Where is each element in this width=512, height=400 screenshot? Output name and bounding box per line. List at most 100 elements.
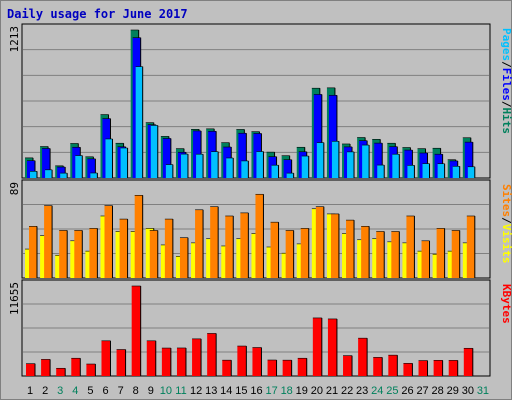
x-tick-label-day-7: 7: [118, 385, 124, 397]
sites-bar-day-11-fill: [179, 237, 188, 278]
kbytes-bar-day-27: [418, 360, 429, 376]
sites-bar-day-28-fill: [436, 228, 445, 278]
pages-bar-day-22: [347, 151, 355, 178]
kbytes-bar-day-6: [101, 340, 111, 376]
x-tick-label-day-13: 13: [205, 385, 217, 397]
sites-bar-day-20-fill: [315, 206, 324, 278]
sites-bar-day-21: [330, 213, 340, 278]
pages-bar-day-23: [362, 144, 370, 178]
files-bar-day-3-fill: [57, 167, 66, 178]
pages-bar-day-6-fill: [105, 138, 113, 178]
files-bar-day-20-fill: [313, 94, 322, 178]
pages-bar-day-1: [30, 170, 38, 178]
files-bar-day-5-fill: [87, 158, 96, 178]
x-tick-label-day-10: 10: [160, 385, 172, 397]
x-tick-label-day-30: 30: [462, 385, 474, 397]
sites-bar-day-13: [210, 206, 219, 278]
sites-bar-day-28: [436, 228, 446, 278]
kbytes-bar-day-16-fill: [252, 347, 262, 376]
kbytes-bar-day-21: [327, 318, 338, 376]
kbytes-bar-day-3-fill: [56, 368, 66, 376]
x-tick-label-day-22: 22: [341, 385, 353, 397]
files-bar-day-21-fill: [328, 95, 337, 178]
files-bar-day-18-fill: [283, 159, 292, 178]
sites-bar-day-25-fill: [391, 231, 400, 278]
pages-bar-day-16: [256, 151, 264, 178]
kbytes-bar-day-16: [252, 347, 262, 376]
sites-bar-day-29: [451, 230, 461, 278]
pages-bar-day-3: [60, 172, 68, 178]
sites-bar-day-17: [270, 221, 280, 278]
kbytes-bar-day-13-fill: [207, 333, 217, 376]
sites-bar-day-22-fill: [346, 220, 355, 278]
pages-bar-day-18-fill: [286, 173, 294, 178]
sites-bar-day-4-fill: [74, 230, 83, 278]
files-bar-day-15-fill: [238, 133, 247, 178]
x-tick-label-day-9: 9: [148, 385, 154, 397]
sites-bar-day-15-fill: [240, 212, 249, 278]
x-tick-label-day-25: 25: [386, 385, 398, 397]
kbytes-bar-day-20-fill: [312, 317, 322, 376]
pages-bar-day-22-fill: [347, 151, 355, 178]
sites-bar-day-5: [89, 228, 98, 278]
kbytes-bar-day-14-fill: [222, 360, 232, 376]
pages-bar-day-19: [301, 155, 310, 178]
x-tick-label-day-27: 27: [416, 385, 428, 397]
pages-bar-day-29-fill: [452, 166, 460, 178]
x-tick-label-day-29: 29: [447, 385, 459, 397]
kbytes-bar-day-20: [312, 317, 323, 376]
legend-kbytes: KBytes: [500, 284, 512, 324]
legend-part-2: /: [500, 217, 512, 224]
kbytes-bar-day-9: [146, 340, 157, 376]
kbytes-bar-day-28: [433, 360, 444, 376]
pages-bar-day-11-fill: [180, 154, 188, 178]
kbytes-bar-day-2-fill: [41, 359, 51, 376]
legend-part-1: Pages: [500, 28, 512, 61]
pages-bar-day-7: [120, 147, 129, 178]
pages-bar-day-3-fill: [60, 173, 68, 178]
pages-bar-day-16-fill: [256, 151, 264, 178]
pages-bar-day-10: [165, 164, 174, 178]
legend-part-3: Files: [500, 68, 512, 101]
pages-bar-day-29: [452, 165, 461, 178]
x-tick-label-day-15: 15: [235, 385, 247, 397]
kbytes-bar-day-26-fill: [403, 363, 413, 376]
pages-bar-day-30: [467, 166, 476, 178]
sites-bar-day-23: [361, 226, 370, 278]
kbytes-bar-day-6-fill: [101, 340, 111, 376]
sites-bar-day-13-fill: [210, 206, 219, 278]
sites-bar-day-1-fill: [29, 226, 37, 278]
sites-bar-day-22: [346, 219, 355, 278]
kbytes-bar-day-22: [343, 355, 353, 376]
files-bar-day-2-fill: [42, 148, 51, 178]
kbytes-bar-day-30: [463, 347, 474, 376]
pages-bar-day-13-fill: [211, 151, 219, 178]
files-bar-day-10-fill: [162, 138, 171, 178]
pages-bar-day-24: [377, 164, 385, 178]
legend-visits-sites: Sites/Visits: [500, 184, 512, 264]
sites-bar-day-14: [225, 215, 234, 278]
pages-bar-day-27-fill: [422, 163, 430, 178]
sites-bar-day-6: [104, 205, 113, 278]
legend-part-1: Sites: [500, 184, 512, 217]
kbytes-bar-day-30-fill: [463, 348, 473, 376]
kbytes-bar-day-27-fill: [418, 360, 428, 376]
pages-bar-day-21: [331, 140, 340, 178]
sites-bar-day-18: [285, 230, 295, 278]
legend-part-1: KBytes: [500, 284, 512, 324]
pages-bar-day-8-fill: [135, 66, 143, 178]
pages-bar-day-4-fill: [75, 155, 83, 178]
pages-bar-day-8: [135, 66, 144, 178]
kbytes-bar-day-25-fill: [388, 355, 398, 376]
x-tick-label-day-6: 6: [102, 385, 108, 397]
x-tick-label-day-23: 23: [356, 385, 368, 397]
y-max-label-kbytes: 11655: [8, 282, 21, 315]
kbytes-bar-day-19: [297, 357, 308, 376]
pages-bar-day-11: [180, 153, 189, 178]
x-tick-label-day-3: 3: [57, 385, 63, 397]
sites-bar-day-5-fill: [89, 228, 98, 278]
kbytes-bar-day-29-fill: [448, 360, 458, 376]
x-tick-label-day-2: 2: [42, 385, 48, 397]
pages-bar-day-19-fill: [301, 156, 309, 178]
